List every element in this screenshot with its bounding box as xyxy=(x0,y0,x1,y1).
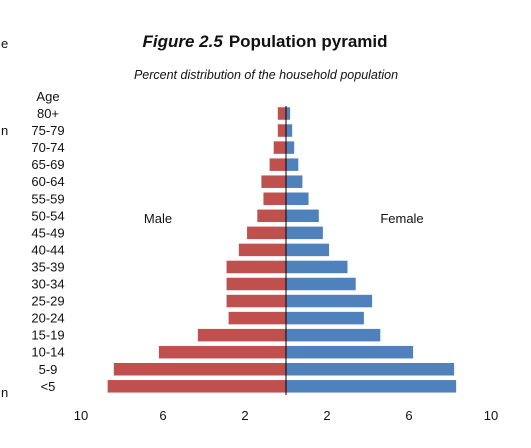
bar-male xyxy=(277,107,286,120)
age-label: 30-34 xyxy=(31,277,64,292)
bar-female xyxy=(286,158,299,171)
bar-female xyxy=(286,209,319,223)
bar-female xyxy=(286,277,356,291)
age-label: <5 xyxy=(41,379,56,394)
chart-title: Figure 2.5 Population pyramid xyxy=(143,32,388,51)
chart-title-prefix: Figure 2.5 xyxy=(143,32,224,51)
age-label: 70-74 xyxy=(31,140,64,155)
age-group-labels: 80+ 75-79 70-74 65-69 60-64 55-59 50-54 45-49 40… xyxy=(31,106,64,394)
age-label: 60-64 xyxy=(31,174,64,189)
age-label: 20-24 xyxy=(31,311,64,326)
bar-female xyxy=(286,107,291,120)
bar-female xyxy=(286,192,309,205)
x-tick-label: 10 xyxy=(74,408,88,423)
bar-female xyxy=(286,363,455,376)
age-label: 10-14 xyxy=(31,345,64,360)
x-tick-label: 6 xyxy=(159,408,166,423)
bar-female xyxy=(286,141,295,154)
bars-group xyxy=(107,107,457,393)
bar-female xyxy=(286,124,293,137)
edge-text-fragment: n xyxy=(1,385,9,400)
y-axis-title: Age xyxy=(36,89,59,104)
age-label: 25-29 xyxy=(31,294,64,309)
bar-male xyxy=(263,192,286,205)
bar-male xyxy=(226,277,286,291)
chart-subtitle: Percent distribution of the household po… xyxy=(134,68,398,82)
bar-female xyxy=(286,294,373,308)
bar-female xyxy=(286,380,457,393)
x-tick-label: 6 xyxy=(405,408,412,423)
bar-male xyxy=(197,328,286,342)
age-label: 35-39 xyxy=(31,259,64,274)
bar-male xyxy=(257,209,286,223)
age-label: 5-9 xyxy=(39,362,58,377)
bar-male xyxy=(158,345,286,359)
series-label-male: Male xyxy=(144,211,172,226)
age-label: 15-19 xyxy=(31,328,64,343)
bar-male xyxy=(226,294,286,308)
x-tick-label: 2 xyxy=(323,408,330,423)
bar-female xyxy=(286,328,381,342)
age-label: 55-59 xyxy=(31,191,64,206)
series-label-female: Female xyxy=(380,211,423,226)
bar-female xyxy=(286,260,348,274)
bar-male xyxy=(247,226,286,240)
edge-text-fragment: e xyxy=(1,36,9,51)
bar-male xyxy=(238,243,286,257)
x-tick-labels: 10 6 2 2 6 10 xyxy=(74,408,498,423)
age-label: 65-69 xyxy=(31,157,64,172)
chart-title-main: Population pyramid xyxy=(229,32,388,51)
bar-male xyxy=(226,260,286,274)
x-tick-label: 2 xyxy=(241,408,248,423)
bar-female xyxy=(286,345,414,359)
bar-female xyxy=(286,226,323,240)
x-tick-label: 10 xyxy=(484,408,498,423)
bar-male xyxy=(269,158,286,171)
age-label: 45-49 xyxy=(31,225,64,240)
bar-male xyxy=(107,380,287,393)
bar-female xyxy=(286,311,364,325)
age-label: 50-54 xyxy=(31,208,64,223)
edge-text-fragment: n xyxy=(1,123,9,138)
bar-male xyxy=(228,311,286,325)
bar-female xyxy=(286,243,330,257)
age-label: 80+ xyxy=(37,106,59,121)
bar-male xyxy=(113,363,286,376)
age-label: 75-79 xyxy=(31,123,64,138)
bar-male xyxy=(273,141,286,154)
bar-male xyxy=(277,124,286,137)
age-label: 40-44 xyxy=(31,242,64,257)
bar-male xyxy=(261,175,286,188)
bar-female xyxy=(286,175,303,188)
